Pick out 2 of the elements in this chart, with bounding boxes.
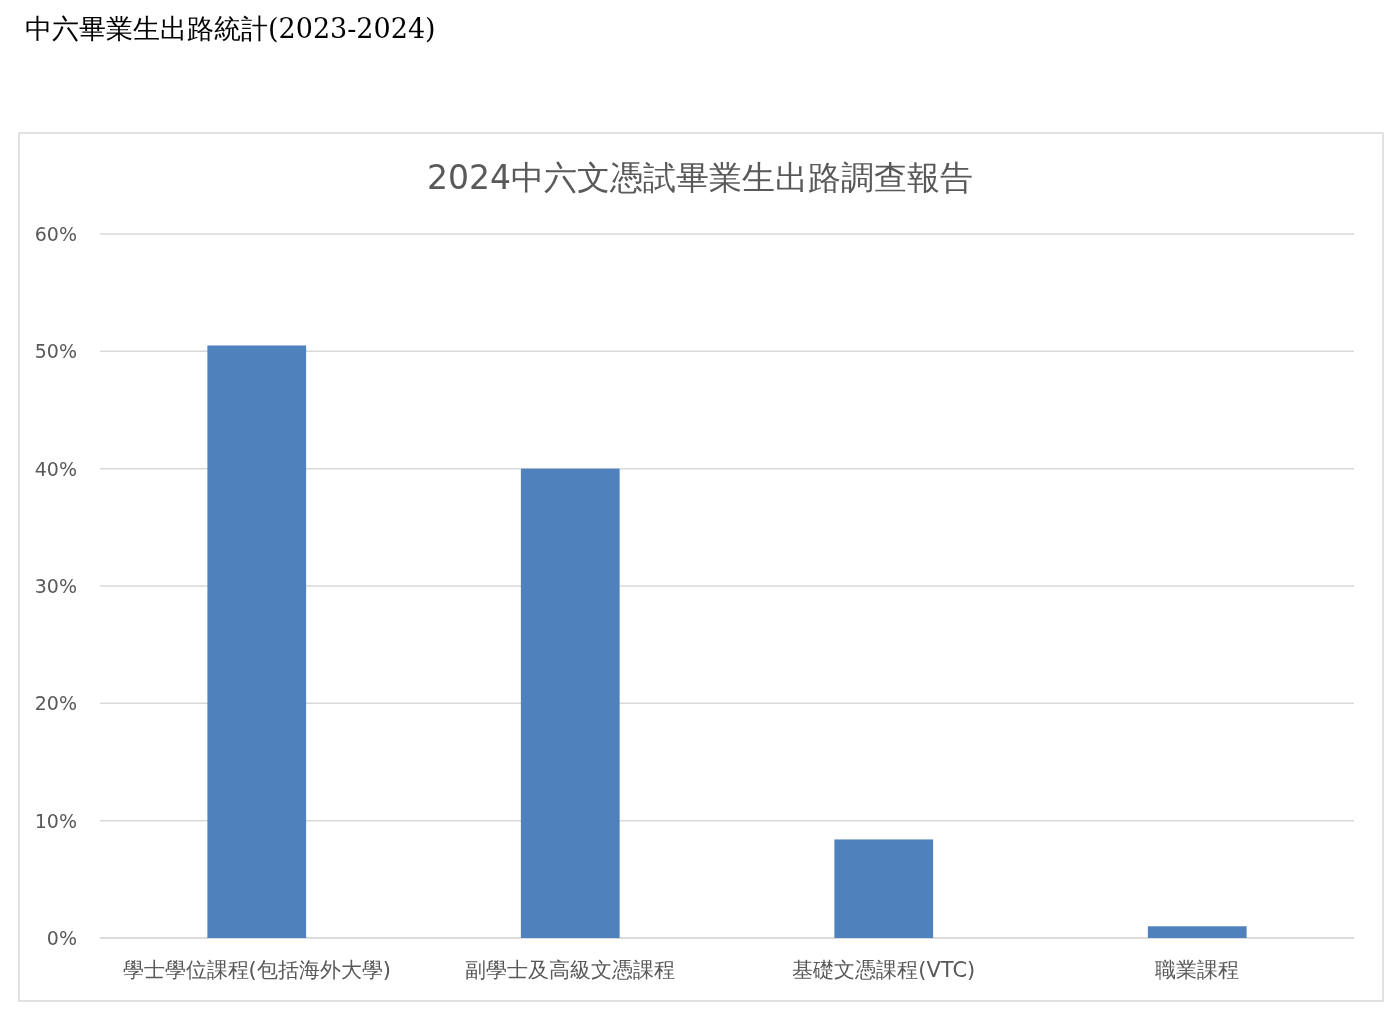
title: 中六畢業生出路統計(2023-2024) — [25, 13, 436, 44]
chart-title: 2024中六文憑試畢業生出路調查報告 — [427, 158, 973, 197]
